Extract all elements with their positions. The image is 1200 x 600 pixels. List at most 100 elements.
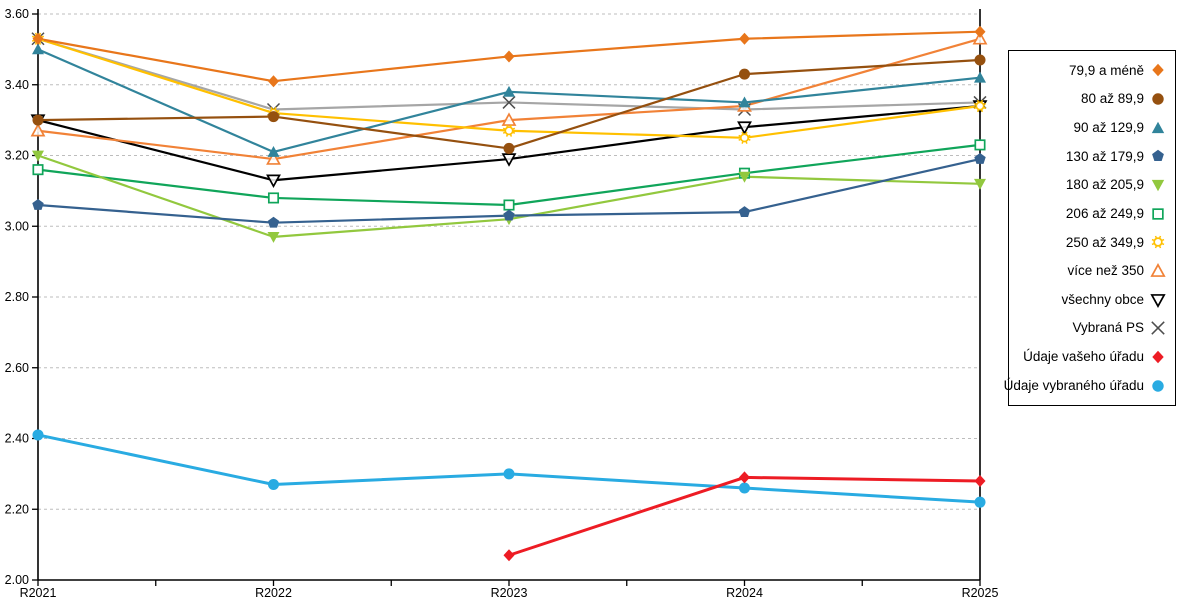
legend-item-label: Vybraná PS: [1072, 320, 1144, 336]
legend-item-label: Údaje vašeho úřadu: [1023, 349, 1144, 365]
data-point-marker: [503, 142, 515, 154]
legend-marker-glyph: [1152, 379, 1164, 392]
data-point-marker: [738, 482, 751, 494]
data-point-marker: [738, 32, 751, 45]
data-point-marker: [974, 153, 986, 164]
legend-marker-glyph: [1152, 64, 1164, 77]
x-tick-label: R2024: [726, 586, 763, 600]
legend-marker-glyph: [1152, 350, 1164, 364]
legend-item[interactable]: Údaje vašeho úřadu: [1013, 349, 1166, 365]
data-point-marker: [502, 124, 516, 137]
data-point-marker: [32, 199, 44, 210]
series-line: [36, 37, 982, 111]
legend-item[interactable]: 90 až 129,9: [1013, 120, 1166, 136]
data-point-marker: [974, 54, 986, 66]
legend-item[interactable]: Údaje vybraného úřadu: [1004, 378, 1166, 394]
legend-item[interactable]: 80 až 89,9: [1013, 91, 1166, 107]
legend-marker-glyph: [1150, 262, 1166, 277]
legend-marker-glyph: [1150, 293, 1166, 308]
data-point-marker: [503, 50, 515, 63]
legend-item-label: 90 až 129,9: [1073, 119, 1144, 135]
legend-item[interactable]: 180 až 205,9: [1013, 177, 1166, 193]
data-point-marker: [738, 68, 751, 80]
legend-marker-icon: [1150, 262, 1166, 277]
x-tick-label: R2021: [20, 586, 57, 600]
legend-marker-glyph: [1151, 321, 1165, 335]
y-tick-label: 3.00: [5, 219, 29, 233]
legend-marker-icon: [1152, 150, 1164, 162]
data-point-marker: [974, 496, 986, 508]
data-point-marker: [738, 171, 751, 183]
legend-item[interactable]: 130 až 179,9: [1013, 148, 1166, 164]
x-tick-label: R2025: [962, 586, 999, 600]
y-tick-label: 2.00: [5, 573, 29, 587]
y-tick-label: 3.20: [5, 149, 29, 163]
legend-item-label: 250 až 349,9: [1065, 234, 1144, 250]
legend-marker-icon: [1152, 207, 1164, 220]
data-point-marker: [32, 43, 44, 55]
legend-marker-glyph: [1151, 235, 1165, 249]
legend-marker-icon: [1152, 379, 1164, 392]
data-point-marker: [503, 199, 515, 211]
legend-item-label: Údaje vybraného úřadu: [1003, 377, 1144, 393]
legend-item[interactable]: všechny obce: [1013, 292, 1166, 308]
legend-marker-icon: [1152, 350, 1164, 364]
data-point-marker: [503, 468, 515, 480]
data-point-marker: [737, 121, 752, 135]
y-tick-label: 3.40: [5, 78, 29, 92]
data-point-marker: [32, 164, 44, 176]
data-point-marker: [974, 25, 986, 38]
data-point-marker: [32, 429, 44, 441]
legend-marker-icon: [1151, 235, 1165, 249]
data-point-marker: [973, 99, 987, 113]
data-point-marker: [32, 32, 44, 45]
data-point-marker: [502, 95, 516, 109]
legend-item-label: všechny obce: [1061, 291, 1144, 307]
data-point-marker: [501, 112, 517, 126]
y-tick-label: 3.60: [5, 7, 29, 21]
legend-marker-glyph: [1152, 93, 1164, 105]
data-point-marker: [974, 474, 986, 487]
data-point-marker: [738, 471, 751, 484]
data-point-marker: [738, 131, 751, 144]
legend-item-label: 79,9 a méně: [1068, 62, 1144, 78]
legend-item[interactable]: 79,9 a méně: [1013, 62, 1166, 78]
legend-marker-glyph: [1151, 121, 1165, 133]
legend-item-label: 180 až 205,9: [1065, 177, 1144, 193]
y-tick-label: 2.40: [5, 432, 29, 446]
legend-marker-icon: [1151, 121, 1165, 133]
legend-item[interactable]: 206 až 249,9: [1013, 206, 1166, 222]
legend-item-label: více než 350: [1067, 263, 1144, 279]
y-tick-label: 2.20: [5, 502, 29, 516]
data-point-marker: [267, 75, 280, 88]
legend-marker-glyph: [1152, 150, 1164, 162]
legend-item[interactable]: více než 350: [1013, 262, 1166, 279]
data-point-marker: [503, 85, 515, 97]
data-point-marker: [267, 216, 280, 228]
legend-marker-icon: [1151, 321, 1165, 335]
data-point-marker: [267, 231, 280, 243]
data-point-marker: [503, 549, 515, 562]
data-point-marker: [267, 111, 280, 123]
data-point-marker: [267, 145, 280, 157]
data-point-marker: [974, 139, 986, 151]
y-tick-label: 2.60: [5, 361, 29, 375]
x-tick-label: R2022: [255, 586, 292, 600]
data-point-marker: [503, 209, 515, 221]
legend-item[interactable]: Vybraná PS: [1013, 320, 1166, 336]
data-point-marker: [266, 151, 281, 165]
legend-item-label: 130 až 179,9: [1065, 148, 1144, 164]
legend-marker-icon: [1152, 64, 1164, 77]
legend-item[interactable]: 250 až 349,9: [1013, 234, 1166, 250]
y-tick-label: 2.80: [5, 290, 29, 304]
legend-item-label: 206 až 249,9: [1065, 205, 1144, 221]
data-point-marker: [738, 206, 751, 217]
data-point-marker: [30, 122, 46, 137]
data-point-marker: [267, 478, 280, 491]
data-point-marker: [501, 153, 517, 167]
data-point-marker: [974, 178, 986, 190]
legend-marker-icon: [1151, 179, 1165, 192]
legend-marker-glyph: [1152, 207, 1164, 220]
